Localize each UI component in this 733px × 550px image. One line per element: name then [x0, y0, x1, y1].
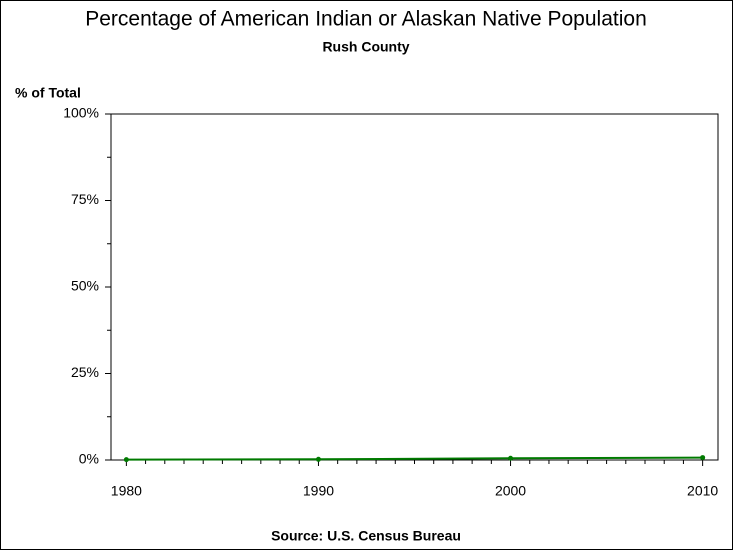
y-axis-label: % of Total	[15, 85, 81, 101]
data-point	[123, 457, 129, 463]
x-tick-label: 1990	[303, 483, 334, 499]
data-point	[508, 455, 514, 461]
chart-title: Percentage of American Indian or Alaskan…	[85, 8, 647, 31]
data-line	[126, 456, 703, 461]
source-note: Source: U.S. Census Bureau	[271, 528, 461, 544]
x-tick-label: 2000	[495, 483, 526, 499]
y-tick-label: 75%	[71, 191, 99, 207]
chart-subtitle: Rush County	[322, 39, 409, 55]
y-tick-label: 50%	[71, 278, 99, 294]
y-tick-label: 100%	[63, 105, 99, 121]
x-tick-label: 1980	[111, 483, 142, 499]
y-tick-label: 25%	[71, 364, 99, 380]
x-tick-label: 2010	[687, 483, 718, 499]
y-tick-label: 0%	[79, 451, 99, 467]
data-point	[315, 456, 321, 462]
data-point	[700, 455, 706, 461]
